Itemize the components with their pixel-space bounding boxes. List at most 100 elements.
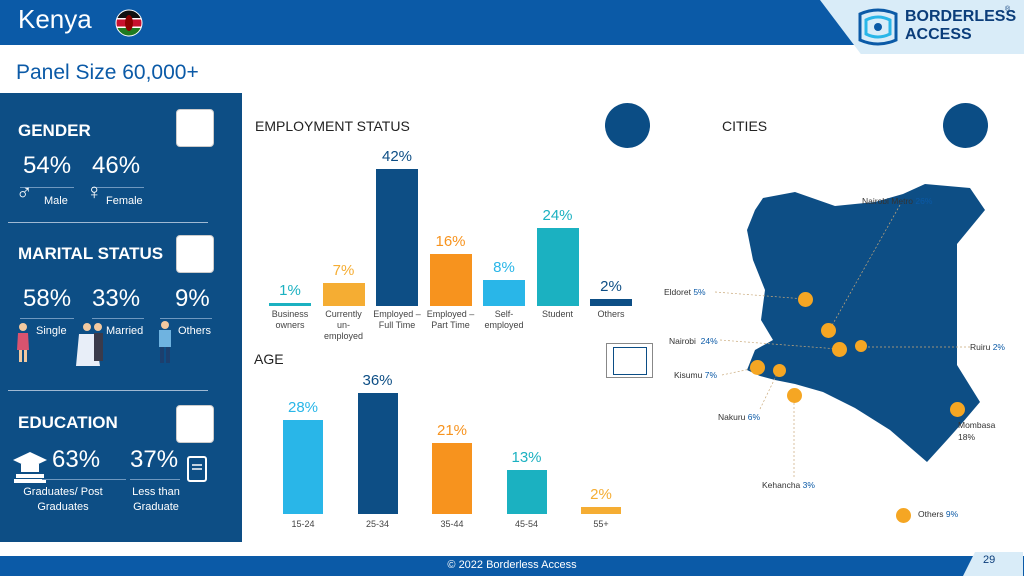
single-underline [20, 318, 74, 319]
education-thumbnail [176, 405, 214, 443]
bar-employed-part-time [429, 253, 472, 306]
city-label-kehancha: Kehancha 3% [762, 480, 815, 490]
city-label-eldoret: Eldoret 5% [664, 287, 706, 297]
gender-heading: GENDER [18, 121, 91, 140]
female-icon: ♀ [86, 179, 103, 204]
kisumu-dot [750, 360, 765, 375]
graduates-underline [42, 479, 126, 480]
logo-line-1: BORDERLESS [905, 8, 1017, 25]
mombasa-dot [950, 402, 965, 417]
male-percent: 54% [23, 152, 72, 179]
city-label-nairobi: Nairobi 24% [669, 336, 718, 346]
others-person-icon [159, 321, 171, 363]
others-label: Others [178, 325, 212, 337]
male-icon: ♂ [16, 180, 33, 205]
education-heading: EDUCATION [18, 413, 118, 432]
nairobi-dot [832, 342, 847, 357]
married-couple-icon [76, 323, 103, 366]
city-label-ruiru: Ruiru 2% [970, 342, 1005, 352]
bar-self-employed [483, 279, 525, 306]
city-label-kisumu: Kisumu 7% [674, 370, 718, 380]
bar-15-24 [283, 419, 323, 514]
x-tick-label: 25-34 [365, 519, 390, 529]
bar-25-34 [357, 393, 398, 514]
data-label: 7% [332, 262, 355, 280]
others-underline [160, 318, 212, 319]
demographics-panel [0, 93, 242, 542]
data-label: 42% [381, 148, 413, 165]
x-tick-label: 45-54 [514, 519, 539, 529]
graduates-label: Graduates/ Post Graduates [23, 486, 103, 513]
cities-thumbnail [943, 103, 988, 148]
x-tick-label: 15-24 [291, 519, 315, 529]
graduates-percent: 63% [52, 446, 101, 473]
x-tick-label: Employed – Full Time [373, 309, 421, 330]
logo-registered-mark: ® [1005, 6, 1011, 13]
x-tick-label: Employed – Part Time [426, 309, 475, 330]
borderless-access-logo-icon [858, 8, 898, 46]
data-label: 28% [287, 398, 319, 416]
single-percent: 58% [23, 285, 72, 312]
data-label: 8% [493, 258, 515, 276]
age-heading: AGE [254, 351, 284, 367]
page-number: 29 [983, 554, 996, 566]
panel-size-title: Panel Size 60,000+ [16, 61, 199, 84]
others-percent: 9% [175, 285, 210, 312]
less-than-graduate-label: Less than Graduate [132, 486, 180, 513]
x-tick-label: Student [541, 309, 574, 319]
kenya-map [747, 184, 985, 462]
female-percent: 46% [92, 152, 141, 179]
nairobi-metro-dot [821, 323, 836, 338]
bar-student [536, 227, 579, 306]
female-label: Female [106, 195, 143, 207]
gender-thumbnail [176, 109, 214, 147]
data-label: 2% [600, 278, 622, 296]
female-underline [92, 187, 144, 188]
x-tick-label: 35-44 [440, 519, 464, 529]
logo-banner [820, 0, 1024, 54]
kehancha-dot [787, 388, 802, 403]
footer-bar [0, 556, 1024, 576]
x-tick-label: Self-employed [484, 309, 524, 330]
copyright-text: © 2022 Borderless Access [447, 559, 577, 571]
married-label: Married [106, 325, 144, 337]
age-thumbnail [606, 343, 653, 378]
less-grad-underline [130, 479, 180, 480]
page-title: Kenya [18, 4, 92, 34]
married-percent: 33% [92, 285, 141, 312]
marital-thumbnail [176, 235, 214, 273]
eldoret-dot [798, 292, 813, 307]
bar-others [590, 299, 632, 306]
data-label: 1% [279, 281, 301, 299]
kenya-flag-icon [115, 9, 143, 37]
bar-business-owners [269, 302, 311, 306]
x-tick-label: Business owners [271, 309, 309, 330]
male-label: Male [44, 195, 68, 207]
logo-text: BORDERLESS ACCESS [905, 8, 1017, 44]
single-person-icon [17, 323, 29, 362]
single-label: Single [36, 325, 67, 337]
city-label-mombasa: Mombasa 18% [958, 420, 996, 442]
graduation-cap-icon [13, 452, 47, 483]
book-icon [187, 456, 207, 482]
data-label: 36% [362, 372, 393, 389]
bar-employed-full-time [376, 169, 418, 306]
nakuru-dot [773, 364, 786, 377]
data-label: 2% [590, 486, 612, 503]
ruiru-dot [855, 340, 867, 352]
section-divider [8, 222, 208, 223]
page-number-tab [963, 552, 1023, 576]
employment-heading: EMPLOYMENT STATUS [255, 118, 410, 134]
data-label: 16% [435, 232, 466, 250]
data-label: 13% [511, 449, 542, 467]
data-label: 24% [542, 206, 573, 224]
city-label-others: Others 9% [918, 509, 959, 519]
less-than-graduate-percent: 37% [130, 446, 179, 473]
x-tick-label: Currently un-employed [323, 309, 364, 341]
bar-55- [581, 507, 621, 514]
bar-35-44 [432, 443, 472, 514]
employment-thumbnail [605, 103, 650, 148]
data-label: 21% [436, 422, 468, 440]
city-label-nakuru: Nakuru 6% [718, 412, 761, 422]
x-tick-label: 55+ [593, 519, 609, 529]
